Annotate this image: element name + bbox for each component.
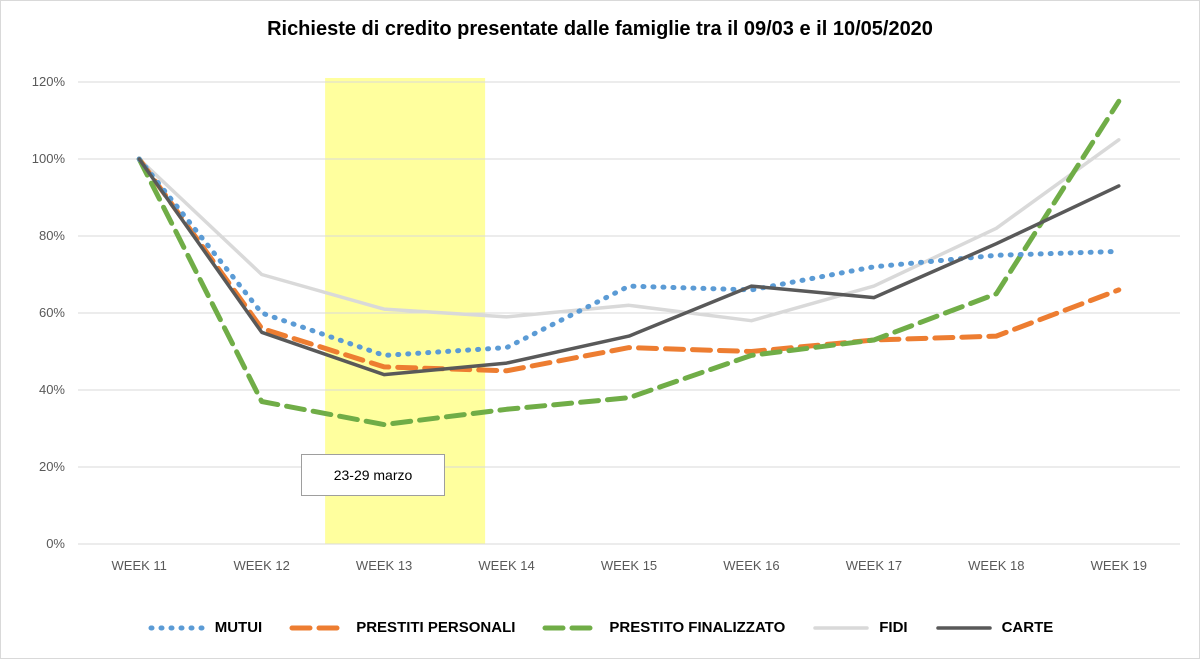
x-tick-label: WEEK 19: [1091, 558, 1147, 573]
y-tick-label: 0%: [46, 536, 65, 551]
y-tick-label: 100%: [32, 151, 66, 166]
y-tick-label: 60%: [39, 305, 65, 320]
legend-label: CARTE: [1001, 619, 1054, 636]
y-tick-label: 40%: [39, 382, 65, 397]
series-line-carte: [137, 157, 1121, 377]
legend-label: PRESTITI PERSONALI: [356, 619, 516, 636]
legend-label: PRESTITO FINALIZZATO: [609, 619, 786, 636]
x-tick-label: WEEK 16: [723, 558, 779, 573]
legend-swatch: [148, 625, 206, 630]
legend-label: FIDI: [879, 619, 908, 636]
legend-swatch: [813, 625, 869, 630]
x-tick-label: WEEK 15: [601, 558, 657, 573]
legend-item: FIDI: [811, 619, 908, 636]
series-line-mutui: [136, 156, 1122, 358]
y-tick-label: 120%: [32, 74, 66, 89]
highlight-annotation: 23-29 marzo: [301, 454, 445, 496]
x-tick-label: WEEK 14: [478, 558, 534, 573]
legend-swatch: [289, 625, 347, 630]
legend-label: MUTUI: [214, 619, 263, 636]
legend-swatch: [935, 625, 992, 630]
legend-swatch: [542, 625, 600, 630]
x-tick-label: WEEK 11: [112, 558, 167, 573]
x-tick-label: WEEK 13: [356, 558, 412, 573]
chart-title: Richieste di credito presentate dalle fa…: [267, 18, 933, 40]
y-tick-label: 20%: [39, 459, 65, 474]
y-tick-label: 80%: [39, 228, 65, 243]
series-line-prestiti-personali: [136, 156, 1122, 374]
series-line-prestito-finalizzato: [136, 98, 1122, 428]
legend-item: CARTE: [934, 619, 1054, 636]
x-tick-label: WEEK 18: [968, 558, 1024, 573]
series-line-fidi: [137, 138, 1121, 323]
legend-item: PRESTITO FINALIZZATO: [541, 619, 785, 636]
legend-item: PRESTITI PERSONALI: [288, 619, 515, 636]
legend-item: MUTUI: [147, 619, 263, 636]
chart-legend: MUTUI PRESTITI PERSONALI PRESTITO FINALIZZ…: [0, 619, 1200, 636]
x-tick-label: WEEK 17: [846, 558, 902, 573]
x-tick-label: WEEK 12: [233, 558, 289, 573]
